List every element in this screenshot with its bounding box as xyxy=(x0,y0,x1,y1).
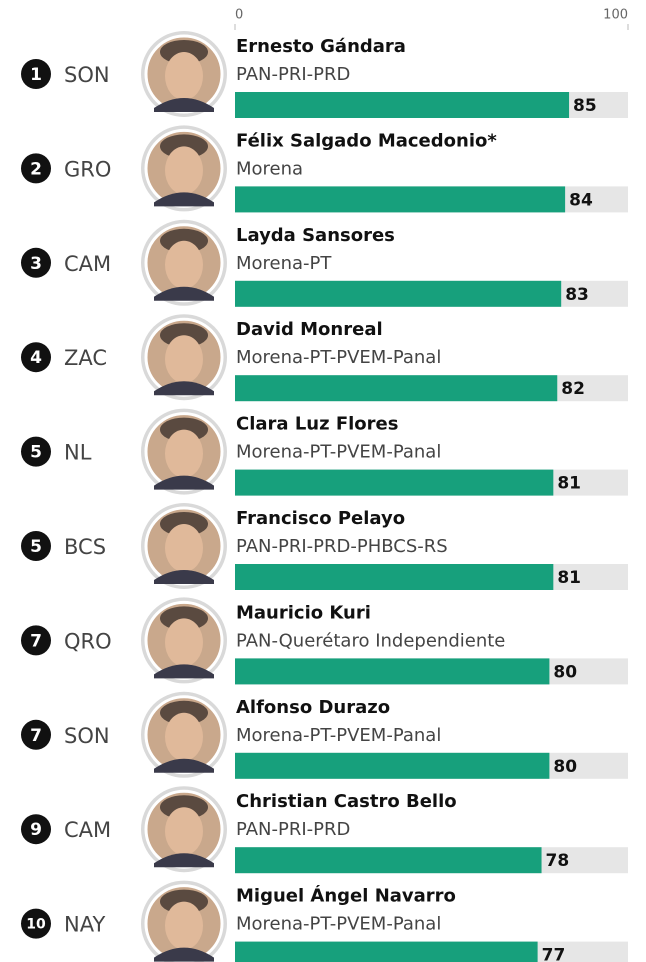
candidate-name: Alfonso Durazo xyxy=(236,697,390,718)
rank-badge xyxy=(21,247,51,278)
bar xyxy=(235,564,554,590)
party: PAN-Querétaro Independiente xyxy=(236,630,505,651)
value-label: 85 xyxy=(573,96,597,116)
state: QRO xyxy=(64,629,112,653)
photo-shoulders xyxy=(154,475,214,490)
photo-shoulders xyxy=(154,853,214,868)
party: Morena-PT-PVEM-Panal xyxy=(236,725,441,746)
candidate-name: Félix Salgado Macedonio* xyxy=(236,130,497,151)
state: CAM xyxy=(64,252,111,276)
rank-badge xyxy=(21,153,51,184)
candidate-name: Layda Sansores xyxy=(236,225,395,246)
state: CAM xyxy=(64,818,111,842)
value-label: 80 xyxy=(553,662,577,682)
party: PAN-PRI-PRD xyxy=(236,64,350,85)
state: NAY xyxy=(64,913,105,937)
rank-badge xyxy=(21,814,51,845)
x-tick-label: 0 xyxy=(235,8,243,23)
photo-shoulders xyxy=(154,664,214,679)
rank: 5 xyxy=(30,537,42,557)
state: SON xyxy=(64,63,110,87)
candidate-name: Christian Castro Bello xyxy=(236,791,457,812)
state: GRO xyxy=(64,157,111,181)
state: BCS xyxy=(64,535,106,559)
rank: 4 xyxy=(30,348,42,368)
value-label: 83 xyxy=(565,285,589,305)
photo-shoulders xyxy=(154,192,214,207)
value-label: 81 xyxy=(557,568,581,588)
rank-badge xyxy=(21,59,51,89)
bar xyxy=(235,941,538,962)
state: SON xyxy=(64,724,110,748)
rank: 5 xyxy=(30,443,42,463)
rank: 9 xyxy=(30,820,42,840)
x-tick-label: 100 xyxy=(603,8,628,23)
candidate-name: Ernesto Gándara xyxy=(236,36,406,57)
photo-face xyxy=(165,146,203,195)
photo-face xyxy=(165,807,203,856)
photo-shoulders xyxy=(154,98,214,112)
photo-face xyxy=(165,901,203,950)
photo-shoulders xyxy=(154,570,214,584)
candidate-name: Mauricio Kuri xyxy=(236,602,371,623)
candidate-name: Francisco Pelayo xyxy=(236,508,405,529)
photo-face xyxy=(165,618,203,667)
rank-badge xyxy=(21,436,51,467)
state: NL xyxy=(64,441,92,465)
bar xyxy=(235,847,542,874)
rank-badge xyxy=(21,342,51,373)
party: PAN-PRI-PRD-PHBCS-RS xyxy=(236,536,448,557)
photo-face xyxy=(165,240,203,289)
rank: 10 xyxy=(26,917,46,933)
rank: 3 xyxy=(30,254,42,274)
candidate-name: Clara Luz Flores xyxy=(236,414,398,435)
bar xyxy=(235,280,562,307)
rank-badge xyxy=(21,719,51,750)
rank: 1 xyxy=(30,65,42,85)
photo-face xyxy=(165,52,203,100)
value-label: 82 xyxy=(561,379,585,399)
value-label: 78 xyxy=(546,851,570,871)
photo-shoulders xyxy=(154,381,214,396)
bar xyxy=(235,658,550,685)
state: ZAC xyxy=(64,346,107,370)
party: Morena-PT-PVEM-Panal xyxy=(236,914,441,935)
party: Morena-PT-PVEM-Panal xyxy=(236,347,441,368)
candidate-name: Miguel Ángel Navarro xyxy=(236,885,456,907)
bar xyxy=(235,469,554,496)
rank: 7 xyxy=(30,726,42,746)
bar xyxy=(235,92,570,118)
rank-badge xyxy=(21,625,51,656)
photo-shoulders xyxy=(154,286,214,301)
photo-face xyxy=(165,524,203,572)
party: Morena-PT-PVEM-Panal xyxy=(236,442,441,463)
bar xyxy=(235,752,550,779)
party: PAN-PRI-PRD xyxy=(236,819,350,840)
photo-shoulders xyxy=(154,947,214,962)
rank-badge xyxy=(21,531,51,561)
candidate-name: David Monreal xyxy=(236,319,383,340)
value-label: 84 xyxy=(569,190,593,210)
rank-badge xyxy=(21,908,51,939)
party: Morena xyxy=(236,158,303,179)
value-label: 81 xyxy=(557,474,581,494)
photo-face xyxy=(165,712,203,761)
rank: 2 xyxy=(30,159,42,179)
bar xyxy=(235,375,558,402)
photo-shoulders xyxy=(154,758,214,773)
value-label: 80 xyxy=(553,757,577,777)
photo-face xyxy=(165,429,203,478)
party: Morena-PT xyxy=(236,253,332,274)
rank: 7 xyxy=(30,631,42,651)
bar xyxy=(235,186,566,213)
value-label: 77 xyxy=(542,946,566,962)
photo-face xyxy=(165,335,203,384)
